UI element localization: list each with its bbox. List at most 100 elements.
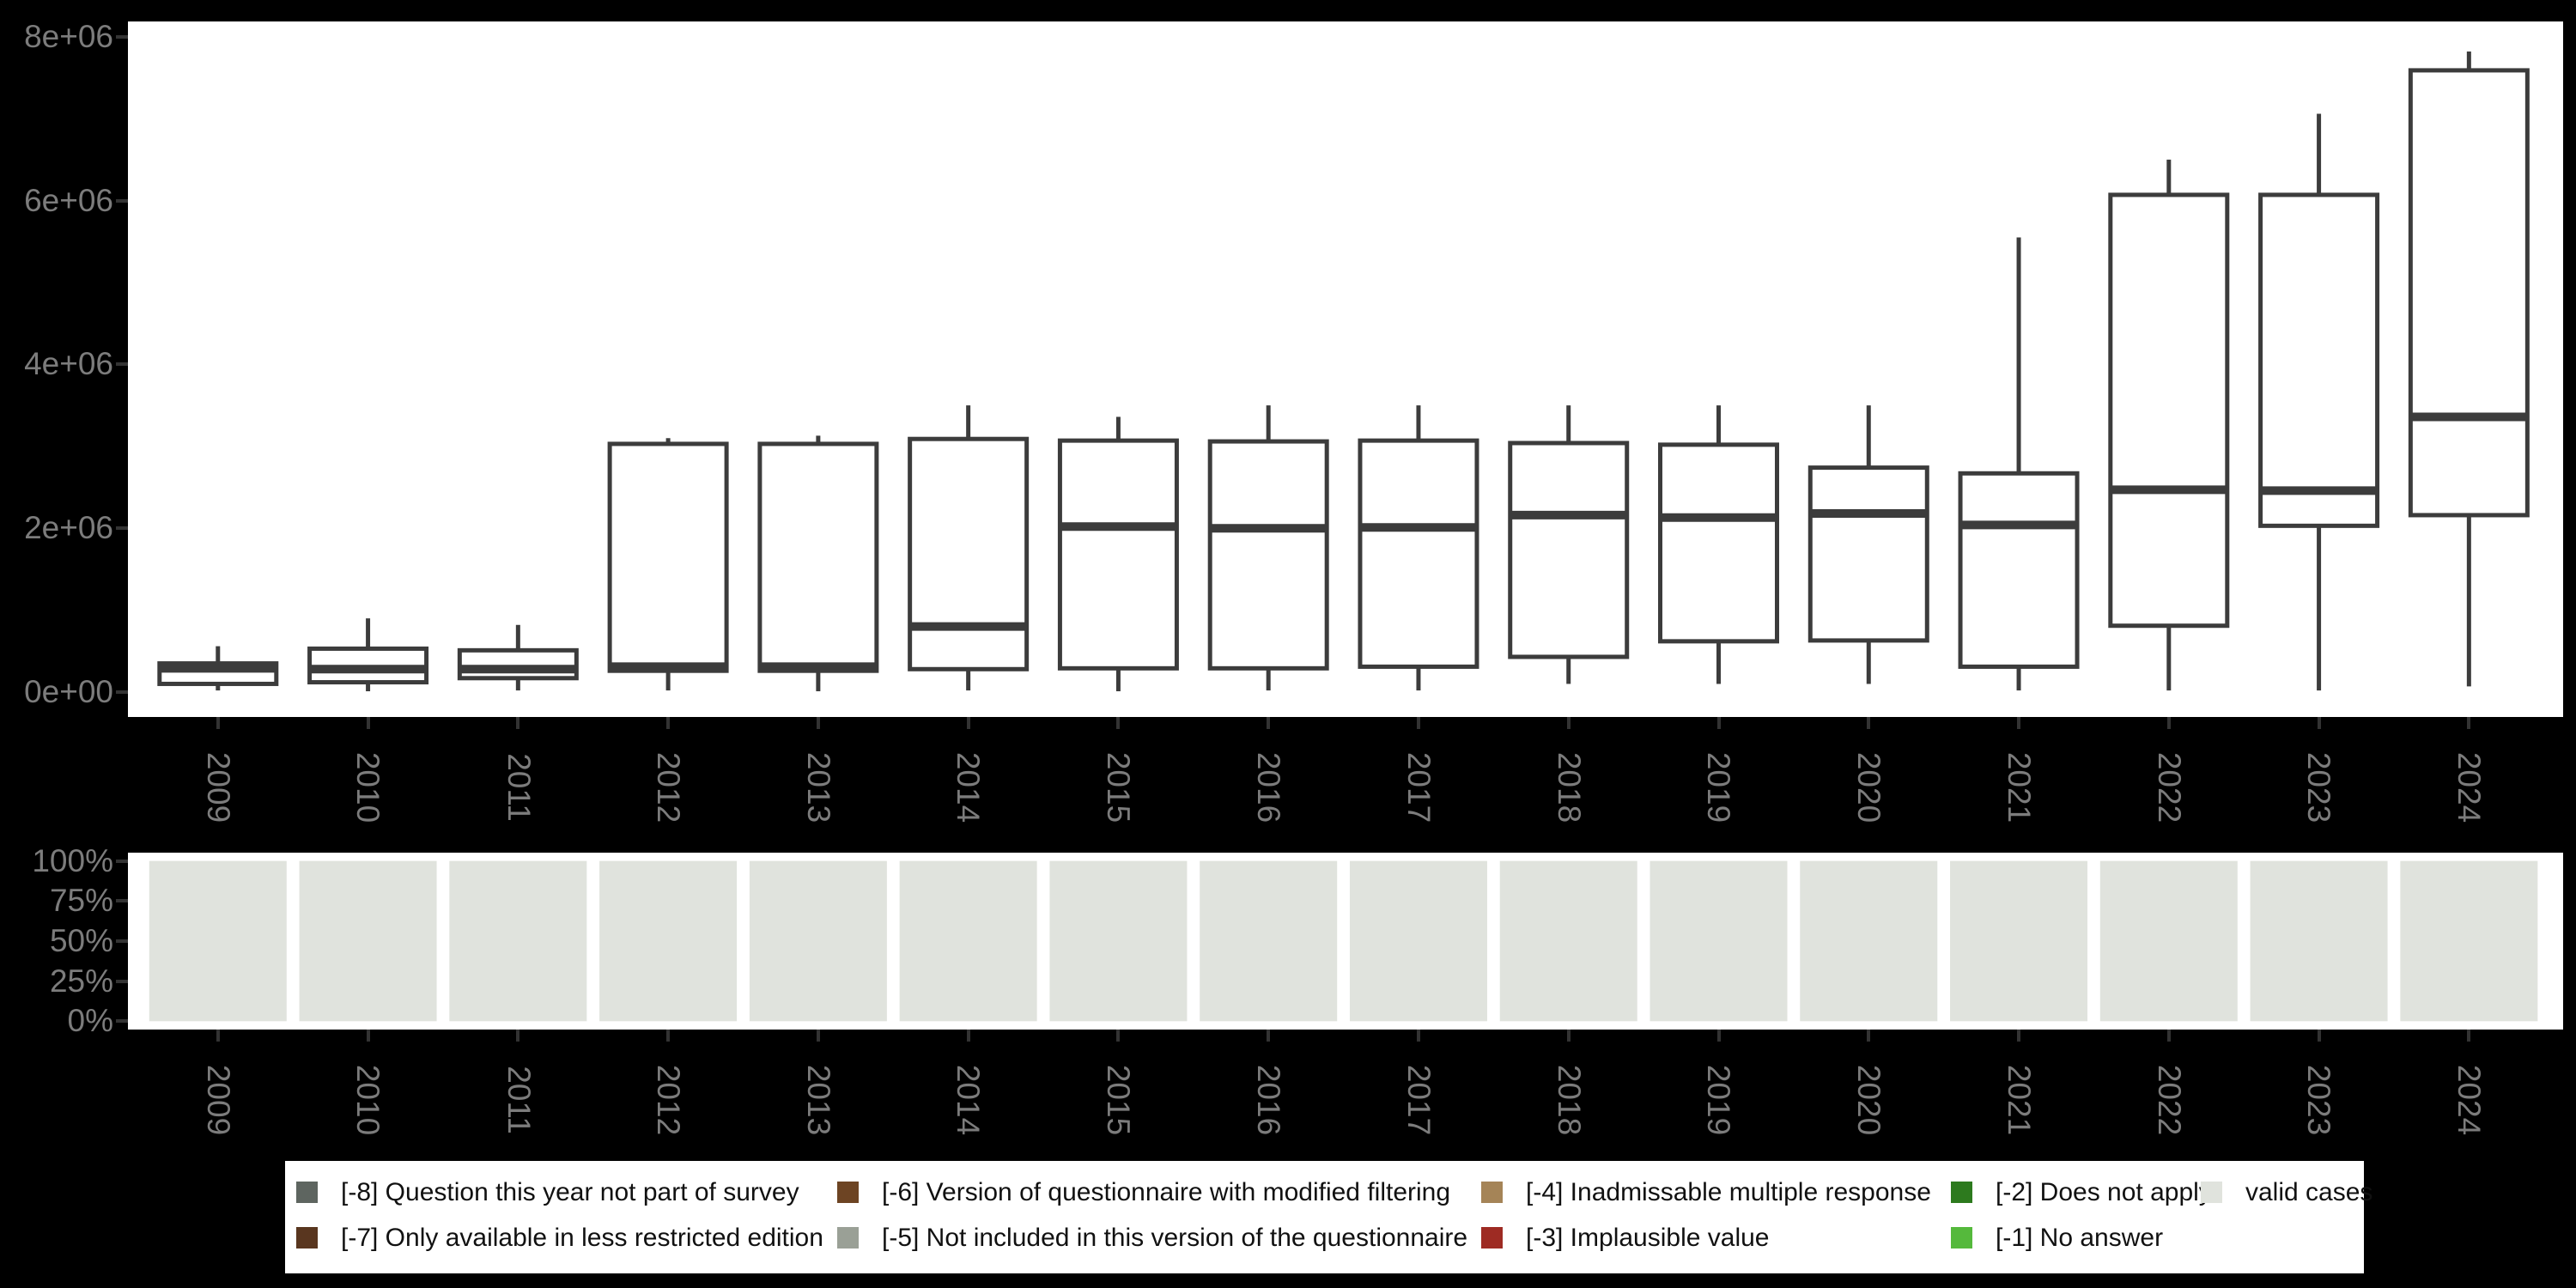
x-axis-year-label: 2024 (2413, 732, 2524, 843)
boxplot-box-2019 (1658, 442, 1779, 644)
x-axis-year-label-text: 2015 (1101, 1064, 1137, 1136)
x-axis-year-label-text: 2014 (951, 1064, 987, 1136)
x-axis-tick-mark (1267, 717, 1271, 729)
x-axis-year-label: 2016 (1212, 732, 1324, 843)
x-axis-year-label-text: 2018 (1551, 1064, 1587, 1136)
boxplot-box-2021 (1958, 471, 2080, 669)
x-axis-tick-mark (1566, 717, 1571, 729)
x-axis-tick-mark (1116, 717, 1121, 729)
y-axis-tick-mark (116, 34, 128, 39)
bar-segment-2010-valid-cases (299, 860, 437, 1022)
x-axis-year-label: 2021 (1963, 1044, 2075, 1156)
legend-swatch--6 (837, 1182, 859, 1203)
bar-segment-2024-valid-cases (2400, 860, 2538, 1022)
bar-segment-2022-valid-cases (2099, 860, 2238, 1022)
x-axis-year-label: 2019 (1663, 1044, 1775, 1156)
boxplot-box-2013 (757, 441, 879, 673)
bar-segment-2012-valid-cases (599, 860, 738, 1022)
x-axis-tick-mark (216, 717, 220, 729)
x-axis-year-label: 2015 (1062, 732, 1174, 843)
x-axis-tick-mark (1416, 1030, 1420, 1042)
legend-box: [-8] Question this year not part of surv… (285, 1161, 2372, 1273)
x-axis-year-label: 2010 (313, 732, 424, 843)
x-axis-year-label-text: 2019 (1701, 751, 1737, 823)
x-axis-year-label-text: 2023 (2301, 751, 2337, 823)
legend-swatch--7 (296, 1227, 318, 1249)
x-axis-year-label-text: 2018 (1551, 751, 1587, 823)
x-axis-year-label-text: 2016 (1251, 751, 1287, 823)
x-axis-year-label: 2013 (762, 1044, 874, 1156)
x-axis-year-label-text: 2009 (200, 751, 236, 823)
x-axis-year-label-text: 2010 (350, 751, 386, 823)
x-axis-year-label-text: 2017 (1400, 1064, 1437, 1136)
x-axis-year-label: 2023 (2263, 732, 2375, 843)
x-axis-year-label-text: 2011 (501, 753, 537, 822)
x-axis-year-label-text: 2016 (1251, 1064, 1287, 1136)
y-axis-tick-label: 8e+06 (24, 18, 113, 54)
bar-segment-2021-valid-cases (1950, 860, 2088, 1022)
legend-swatch-vali (2201, 1182, 2222, 1203)
x-axis-year-label-text: 2022 (2151, 1064, 2187, 1136)
x-axis-year-label: 2010 (313, 1044, 424, 1156)
legend-swatch--3 (1481, 1227, 1503, 1249)
boxplot-box-2015 (1057, 438, 1179, 671)
x-axis-year-label: 2020 (1813, 1044, 1924, 1156)
boxplot-box-2018 (1508, 440, 1630, 659)
x-axis-year-label: 2018 (1513, 732, 1625, 843)
percent-tick-mark (116, 979, 128, 983)
bar-segment-2023-valid-cases (2250, 860, 2388, 1022)
bar-segment-2016-valid-cases (1200, 860, 1338, 1022)
x-axis-tick-mark (2166, 1030, 2171, 1042)
bar-segment-2018-valid-cases (1499, 860, 1637, 1022)
boxplot-box-2011 (457, 647, 579, 681)
percent-tick-mark (116, 939, 128, 943)
bar-segment-2009-valid-cases (149, 860, 287, 1022)
x-axis-year-label: 2012 (612, 1044, 724, 1156)
boxplot-box-2024 (2408, 68, 2530, 518)
x-axis-tick-mark (366, 1030, 370, 1042)
x-axis-tick-mark (216, 1030, 220, 1042)
legend-swatch--1 (1951, 1227, 1972, 1249)
bar-segment-2015-valid-cases (1049, 860, 1188, 1022)
x-axis-year-label: 2023 (2263, 1044, 2375, 1156)
percent-tick-mark (116, 859, 128, 863)
x-axis-tick-mark (1867, 717, 1871, 729)
boxplot-box-2016 (1207, 439, 1329, 671)
boxplot-box-2014 (908, 436, 1030, 671)
x-axis-year-label: 2021 (1963, 732, 2075, 843)
legend-swatch--2 (1951, 1182, 1972, 1203)
boxplot-box-2012 (607, 441, 729, 673)
x-axis-year-label: 2024 (2413, 1044, 2524, 1156)
x-axis-year-label-text: 2021 (2002, 751, 2038, 823)
percent-tick-label: 75% (49, 883, 113, 919)
x-axis-year-label-text: 2020 (1851, 1064, 1887, 1136)
x-axis-year-label-text: 2012 (651, 751, 687, 823)
y-axis-tick-label: 2e+06 (24, 510, 113, 546)
legend-label: [-3] Implausible value (1526, 1224, 1770, 1252)
x-axis-year-label: 2018 (1513, 1044, 1625, 1156)
x-axis-year-label-text: 2022 (2151, 751, 2187, 823)
x-axis-tick-mark (2017, 717, 2021, 729)
x-axis-year-label-text: 2024 (2451, 1064, 2488, 1136)
x-axis-year-label: 2020 (1813, 732, 1924, 843)
legend-label: [-5] Not included in this version of the… (882, 1224, 1468, 1252)
boxplot-svg (157, 51, 2530, 692)
x-axis-tick-mark (1867, 1030, 1871, 1042)
x-axis-year-label-text: 2024 (2451, 751, 2488, 823)
legend-label: [-4] Inadmissable multiple response (1526, 1178, 1931, 1206)
x-axis-year-label-text: 2013 (800, 751, 836, 823)
x-axis-tick-mark (1716, 717, 1721, 729)
x-axis-tick-mark (2467, 717, 2471, 729)
x-axis-tick-mark (366, 717, 370, 729)
bar-segment-2019-valid-cases (1649, 860, 1788, 1022)
percent-tick-label: 50% (49, 923, 113, 958)
legend-label: [-8] Question this year not part of surv… (341, 1178, 799, 1206)
boxplot-box-2020 (1807, 465, 1929, 643)
bar-segment-2013-valid-cases (749, 860, 887, 1022)
legend-swatch--8 (296, 1182, 318, 1203)
x-axis-year-label: 2009 (162, 732, 274, 843)
x-axis-year-label: 2017 (1363, 1044, 1474, 1156)
x-axis-year-label: 2011 (462, 732, 574, 843)
x-axis-tick-mark (666, 717, 671, 729)
x-axis-tick-mark (1267, 1030, 1271, 1042)
